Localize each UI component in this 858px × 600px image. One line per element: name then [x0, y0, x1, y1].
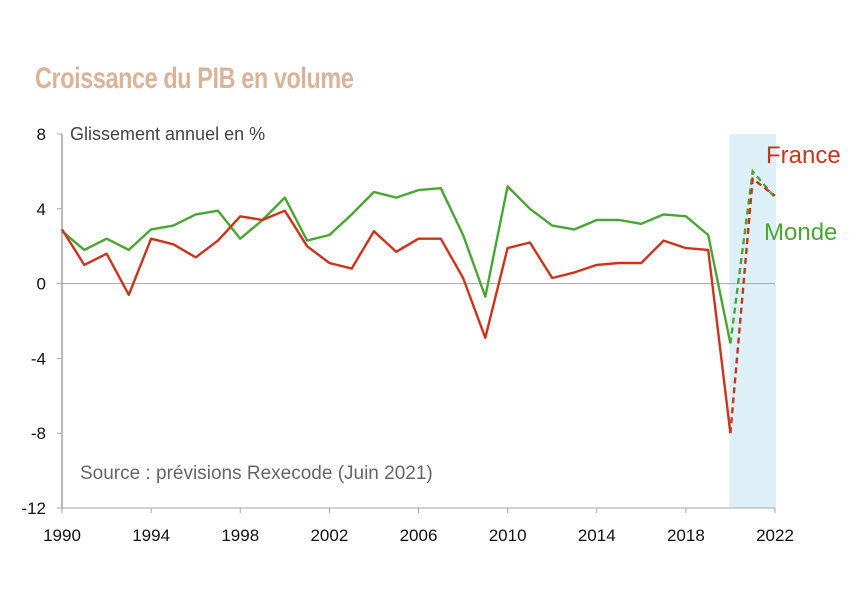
series-forecast-france: [729, 176, 776, 434]
y-tick-label: -4: [31, 349, 46, 368]
x-tick-label: 2010: [489, 526, 527, 545]
y-tick-label: -12: [21, 499, 46, 518]
x-tick-label: 2006: [400, 526, 438, 545]
y-axis-label: Glissement annuel en %: [70, 124, 265, 144]
x-tick-label: 2014: [578, 526, 616, 545]
series-line-france: [60, 209, 732, 434]
x-tick-label: 2002: [310, 526, 348, 545]
y-tick-label: -8: [31, 424, 46, 443]
y-tick-label: 0: [37, 275, 46, 294]
source-annotation: Source : prévisions Rexecode (Juin 2021): [80, 463, 433, 484]
legend-label-monde: Monde: [764, 219, 837, 246]
y-tick-label: 8: [37, 125, 46, 144]
x-tick-label: 1994: [132, 526, 170, 545]
series-forecast-monde: [729, 168, 776, 344]
y-tick-label: 4: [37, 200, 46, 219]
x-tick-label: 1990: [43, 526, 81, 545]
series-line-monde: [61, 185, 732, 344]
x-tick-label: 2022: [756, 526, 794, 545]
x-tick-label: 2018: [667, 526, 705, 545]
forecast-band: [729, 134, 776, 508]
legend-label-france: France: [766, 142, 841, 169]
chart-title: Croissance du PIB en volume: [35, 62, 354, 95]
x-tick-label: 1998: [221, 526, 259, 545]
